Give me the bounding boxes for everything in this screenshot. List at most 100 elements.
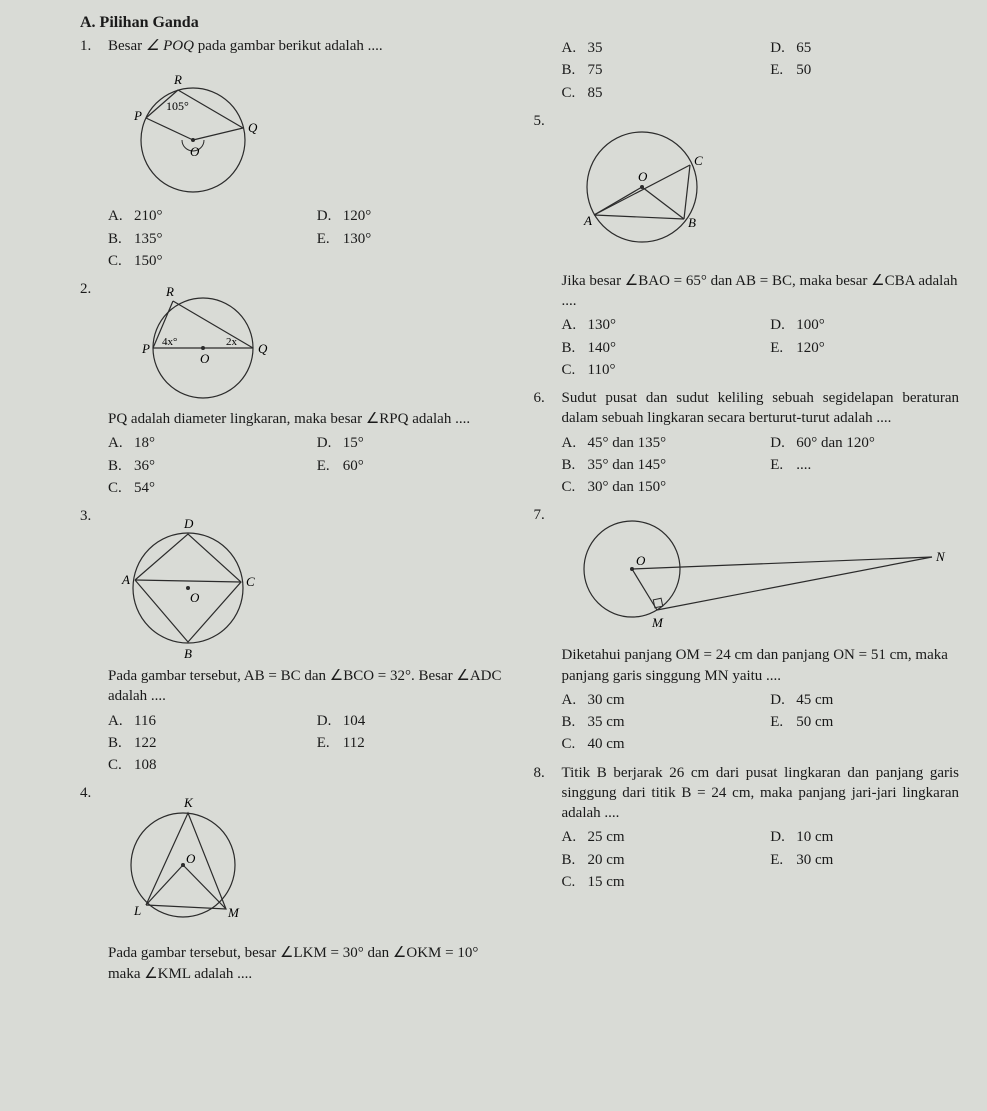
question-number: 2. <box>80 279 108 498</box>
option-letter: E. <box>770 60 796 80</box>
option-letter: C. <box>108 755 134 775</box>
option-text: 60° <box>343 456 364 476</box>
two-column-layout: 1. Besar ∠ POQ pada gambar berikut adala… <box>80 36 959 996</box>
question-6: 6. Sudut pusat dan sudut keliling sebuah… <box>534 388 960 497</box>
option-letter: C. <box>562 360 588 380</box>
option-letter: A. <box>562 38 588 58</box>
label-R: R <box>165 284 174 299</box>
option-letter: C. <box>562 83 588 103</box>
option-text: .... <box>796 455 811 475</box>
option-E: E.120° <box>770 338 959 358</box>
option-letter: A. <box>108 433 134 453</box>
option-text: 15 cm <box>588 872 625 892</box>
option-text: 36° <box>134 456 155 476</box>
option-text: 45° dan 135° <box>588 433 667 453</box>
option-C: C.30° dan 150° <box>562 477 751 497</box>
label-B: B <box>184 646 192 660</box>
label-Q: Q <box>258 341 268 356</box>
figure-q4: K L M O <box>108 787 506 937</box>
option-letter: B. <box>108 229 134 249</box>
figure-q5: A B C O <box>562 115 960 265</box>
option-text: 54° <box>134 478 155 498</box>
option-text: 35 cm <box>588 712 625 732</box>
option-D: D.120° <box>317 206 506 226</box>
question-body: O M N Diketahui panjang OM = 24 cm dan p… <box>562 505 960 754</box>
options: A.210° D.120° B.135° E.130° C.150° <box>108 206 506 271</box>
question-number: 1. <box>80 36 108 271</box>
option-B: B.75 <box>562 60 751 80</box>
label-N: N <box>935 549 946 564</box>
option-E: E.50 <box>770 60 959 80</box>
option-letter: C. <box>108 251 134 271</box>
options: A.18° D.15° B.36° E.60° C.54° <box>108 433 506 498</box>
option-text: 25 cm <box>588 827 625 847</box>
question-8: 8. Titik B berjarak 26 cm dari pusat lin… <box>534 763 960 893</box>
option-letter: E. <box>770 850 796 870</box>
option-A: A.130° <box>562 315 751 335</box>
option-letter: B. <box>108 456 134 476</box>
option-D: D.15° <box>317 433 506 453</box>
option-B: B.122 <box>108 733 297 753</box>
option-text: 75 <box>588 60 603 80</box>
label-O: O <box>200 351 210 366</box>
option-D: D.65 <box>770 38 959 58</box>
question-body: Besar ∠ POQ pada gambar berikut adalah .… <box>108 36 506 271</box>
question-body: Titik B berjarak 26 cm dari pusat lingka… <box>562 763 960 893</box>
option-letter: B. <box>562 850 588 870</box>
question-1: 1. Besar ∠ POQ pada gambar berikut adala… <box>80 36 506 271</box>
option-letter: C. <box>108 478 134 498</box>
angle-label: 105° <box>166 99 189 113</box>
option-text: 100° <box>796 315 825 335</box>
question-7: 7. O M N <box>534 505 960 754</box>
option-letter: A. <box>108 206 134 226</box>
options: A.35 D.65 B.75 E.50 C.85 <box>562 38 960 103</box>
question-5: 5. A B C <box>534 111 960 380</box>
spacer <box>534 36 562 103</box>
option-E: E.60° <box>317 456 506 476</box>
option-text: 18° <box>134 433 155 453</box>
options: A.25 cm D.10 cm B.20 cm E.30 cm C.15 cm <box>562 827 960 892</box>
question-number: 3. <box>80 506 108 775</box>
label-B: B <box>688 215 696 230</box>
option-text: 104 <box>343 711 366 731</box>
label-D: D <box>183 516 194 531</box>
question-number: 6. <box>534 388 562 497</box>
question-2: 2. P Q R O 4x° <box>80 279 506 498</box>
option-D: D.60° dan 120° <box>770 433 959 453</box>
label-P: P <box>141 341 150 356</box>
figure-q2: P Q R O 4x° 2x <box>108 283 506 403</box>
option-text: 108 <box>134 755 157 775</box>
question-stem: Pada gambar tersebut, besar ∠LKM = 30° d… <box>108 943 506 984</box>
option-letter: B. <box>562 60 588 80</box>
question-stem: Jika besar ∠BAO = 65° dan AB = BC, maka … <box>562 271 960 312</box>
option-A: A.210° <box>108 206 297 226</box>
option-text: 140° <box>588 338 617 358</box>
section-heading: A. Pilihan Ganda <box>80 14 959 32</box>
option-letter: D. <box>770 827 796 847</box>
option-text: 30 cm <box>588 690 625 710</box>
question-body: A B C D O Pada gambar tersebut, AB = BC … <box>108 506 506 775</box>
option-text: 20 cm <box>588 850 625 870</box>
option-C: C.15 cm <box>562 872 751 892</box>
question-3: 3. A B C D O <box>80 506 506 775</box>
option-letter: A. <box>562 315 588 335</box>
option-letter: D. <box>770 690 796 710</box>
option-letter: A. <box>562 433 588 453</box>
option-D: D.100° <box>770 315 959 335</box>
label-O: O <box>638 169 648 184</box>
option-letter: D. <box>317 206 343 226</box>
option-text: 130° <box>588 315 617 335</box>
option-text: 40 cm <box>588 734 625 754</box>
option-text: 35 <box>588 38 603 58</box>
option-letter: E. <box>770 455 796 475</box>
question-stem: Titik B berjarak 26 cm dari pusat lingka… <box>562 763 960 824</box>
option-letter: D. <box>770 433 796 453</box>
label-2x: 2x <box>226 336 238 348</box>
label-R: R <box>173 72 182 87</box>
option-text: 65 <box>796 38 811 58</box>
stem-symbol: ∠ POQ <box>146 38 194 54</box>
option-text: 60° dan 120° <box>796 433 875 453</box>
label-K: K <box>183 795 194 810</box>
option-E: E.130° <box>317 229 506 249</box>
option-letter: A. <box>108 711 134 731</box>
